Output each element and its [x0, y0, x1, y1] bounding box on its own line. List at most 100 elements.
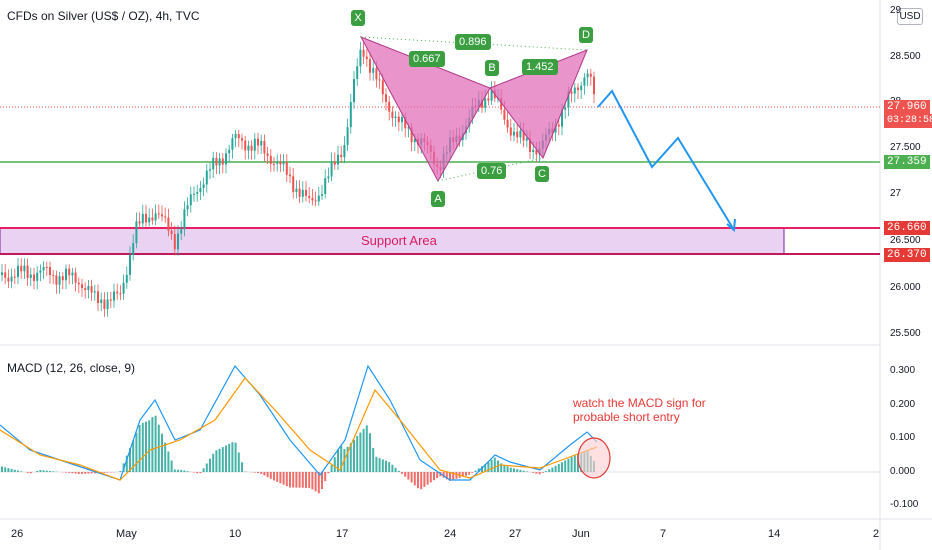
macd-bar	[26, 472, 29, 473]
macd-bar	[337, 449, 339, 472]
candle-body	[522, 130, 525, 141]
candle-body	[388, 101, 391, 112]
macd-bar	[285, 472, 288, 487]
macd-bar	[279, 472, 282, 484]
macd-bar	[186, 471, 189, 472]
candle-body	[397, 116, 400, 123]
macd-bar	[177, 469, 179, 472]
macd-bar	[228, 443, 231, 472]
candle-body	[372, 68, 375, 73]
macd-bar	[103, 472, 106, 473]
macd-bar	[1, 466, 3, 472]
candle-body	[385, 94, 387, 102]
macd-bar	[359, 432, 362, 472]
candle-body	[81, 284, 83, 289]
price-axis-label: 26.500	[890, 235, 921, 246]
candle-body	[103, 299, 106, 310]
candle-body	[100, 299, 103, 304]
candle-body	[298, 188, 301, 197]
candle-body	[257, 138, 259, 146]
candle-body	[58, 276, 61, 285]
macd-bar	[548, 469, 551, 472]
macd-bar	[420, 472, 423, 490]
macd-bar	[353, 439, 355, 472]
macd-bar	[541, 472, 544, 473]
macd-bar	[52, 471, 55, 472]
macd-bar	[74, 472, 77, 474]
candle-body	[573, 87, 576, 94]
candle-body	[218, 158, 221, 166]
candle-body	[263, 140, 266, 154]
macd-bar	[346, 446, 349, 472]
candle-body	[487, 98, 490, 101]
candle-body	[45, 267, 48, 269]
candle-body	[93, 291, 96, 293]
macd-bar	[532, 472, 535, 473]
macd-axis-label: 0.300	[890, 365, 916, 376]
candle-body	[327, 176, 330, 179]
candle-body	[503, 109, 506, 120]
candle-body	[65, 268, 67, 281]
macd-bar	[465, 472, 467, 476]
price-axis-label: 25.500	[890, 328, 921, 339]
candle-body	[237, 134, 240, 139]
candle-body	[193, 193, 195, 195]
candle-body	[17, 265, 19, 277]
macd-bar	[369, 433, 371, 472]
candle-body	[273, 163, 275, 165]
macd-bar	[397, 470, 400, 472]
candle-body	[247, 145, 250, 151]
candle-body	[52, 275, 55, 277]
macd-bar	[545, 471, 547, 472]
macd-bar	[503, 464, 506, 472]
candle-body	[375, 68, 378, 80]
candle-body	[519, 130, 522, 138]
candle-body	[4, 272, 7, 278]
projection-arrowhead	[726, 218, 736, 233]
candle-body	[71, 272, 74, 276]
pattern-point-c: C	[535, 166, 549, 182]
macd-bar	[356, 436, 359, 472]
macd-bar	[519, 469, 522, 472]
candle-body	[209, 169, 211, 171]
macd-bar	[135, 432, 138, 472]
candle-body	[55, 275, 58, 285]
candle-body	[289, 174, 291, 177]
candle-body	[340, 154, 343, 158]
macd-bar	[381, 459, 384, 472]
macd-bar	[298, 472, 301, 488]
candle-body	[381, 80, 384, 95]
candle-body	[535, 149, 538, 155]
macd-bar	[551, 467, 554, 472]
macd-bar	[237, 452, 240, 472]
candle-body	[362, 49, 365, 57]
candle-body	[557, 124, 560, 127]
candle-body	[516, 131, 519, 138]
macd-bar	[145, 421, 147, 472]
candle-body	[145, 213, 147, 223]
time-axis-label: 17	[336, 528, 349, 540]
macd-bar	[305, 472, 307, 488]
candle-body	[125, 274, 128, 283]
candle-body	[586, 73, 589, 78]
candle-body	[346, 127, 349, 145]
macd-bar	[321, 472, 323, 490]
signal-line	[0, 377, 598, 481]
time-axis-label: 7	[660, 528, 667, 540]
macd-bar	[375, 456, 378, 472]
macd-bar	[385, 460, 387, 472]
candle-body	[154, 213, 157, 221]
candle-body	[68, 268, 71, 276]
price-axis-label: 28.500	[890, 51, 921, 62]
time-axis-label: 14	[768, 528, 781, 540]
candle-body	[583, 77, 586, 86]
candle-body	[199, 188, 202, 193]
candle-body	[490, 90, 493, 101]
currency-button[interactable]: USD	[897, 8, 923, 25]
macd-bar	[455, 472, 458, 479]
macd-histogram	[1, 415, 595, 494]
macd-bar	[205, 463, 208, 472]
macd-bar	[282, 472, 285, 485]
macd-bar	[157, 424, 160, 472]
